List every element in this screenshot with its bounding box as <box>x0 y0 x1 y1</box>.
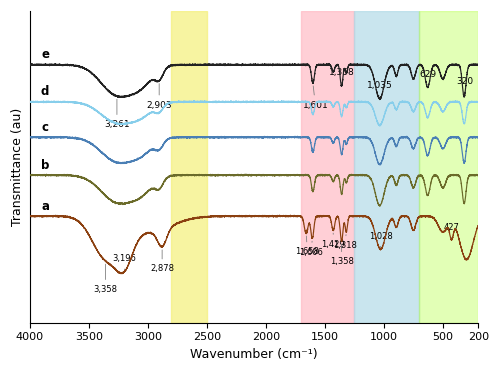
Text: a: a <box>41 200 49 213</box>
Text: 3,358: 3,358 <box>94 264 118 294</box>
Text: 3,196: 3,196 <box>112 254 136 271</box>
Y-axis label: Transmittance (au): Transmittance (au) <box>11 108 24 226</box>
Text: 1,035: 1,035 <box>367 81 392 96</box>
Text: 3,261: 3,261 <box>104 99 130 129</box>
Text: 1,358: 1,358 <box>328 68 354 83</box>
Bar <box>420 11 478 323</box>
Bar <box>172 11 207 323</box>
Bar <box>301 11 354 323</box>
Text: 1,318: 1,318 <box>333 235 357 250</box>
Text: b: b <box>41 159 49 172</box>
Text: 1,358: 1,358 <box>330 244 353 266</box>
X-axis label: Wavenumber (cm⁻¹): Wavenumber (cm⁻¹) <box>190 348 318 361</box>
Text: 320: 320 <box>457 77 474 94</box>
Text: e: e <box>41 48 49 61</box>
Text: 2,903: 2,903 <box>146 84 172 109</box>
Text: 629: 629 <box>419 70 436 85</box>
Text: 1,601: 1,601 <box>302 86 328 109</box>
Text: d: d <box>41 86 49 99</box>
Text: 1,606: 1,606 <box>299 241 323 257</box>
Text: 1,658: 1,658 <box>296 236 320 256</box>
Bar <box>354 11 420 323</box>
Text: 1,429: 1,429 <box>322 233 345 249</box>
Text: 1,028: 1,028 <box>368 232 392 249</box>
Text: 2,878: 2,878 <box>150 250 174 273</box>
Text: c: c <box>42 121 48 134</box>
Text: 427: 427 <box>444 223 460 240</box>
